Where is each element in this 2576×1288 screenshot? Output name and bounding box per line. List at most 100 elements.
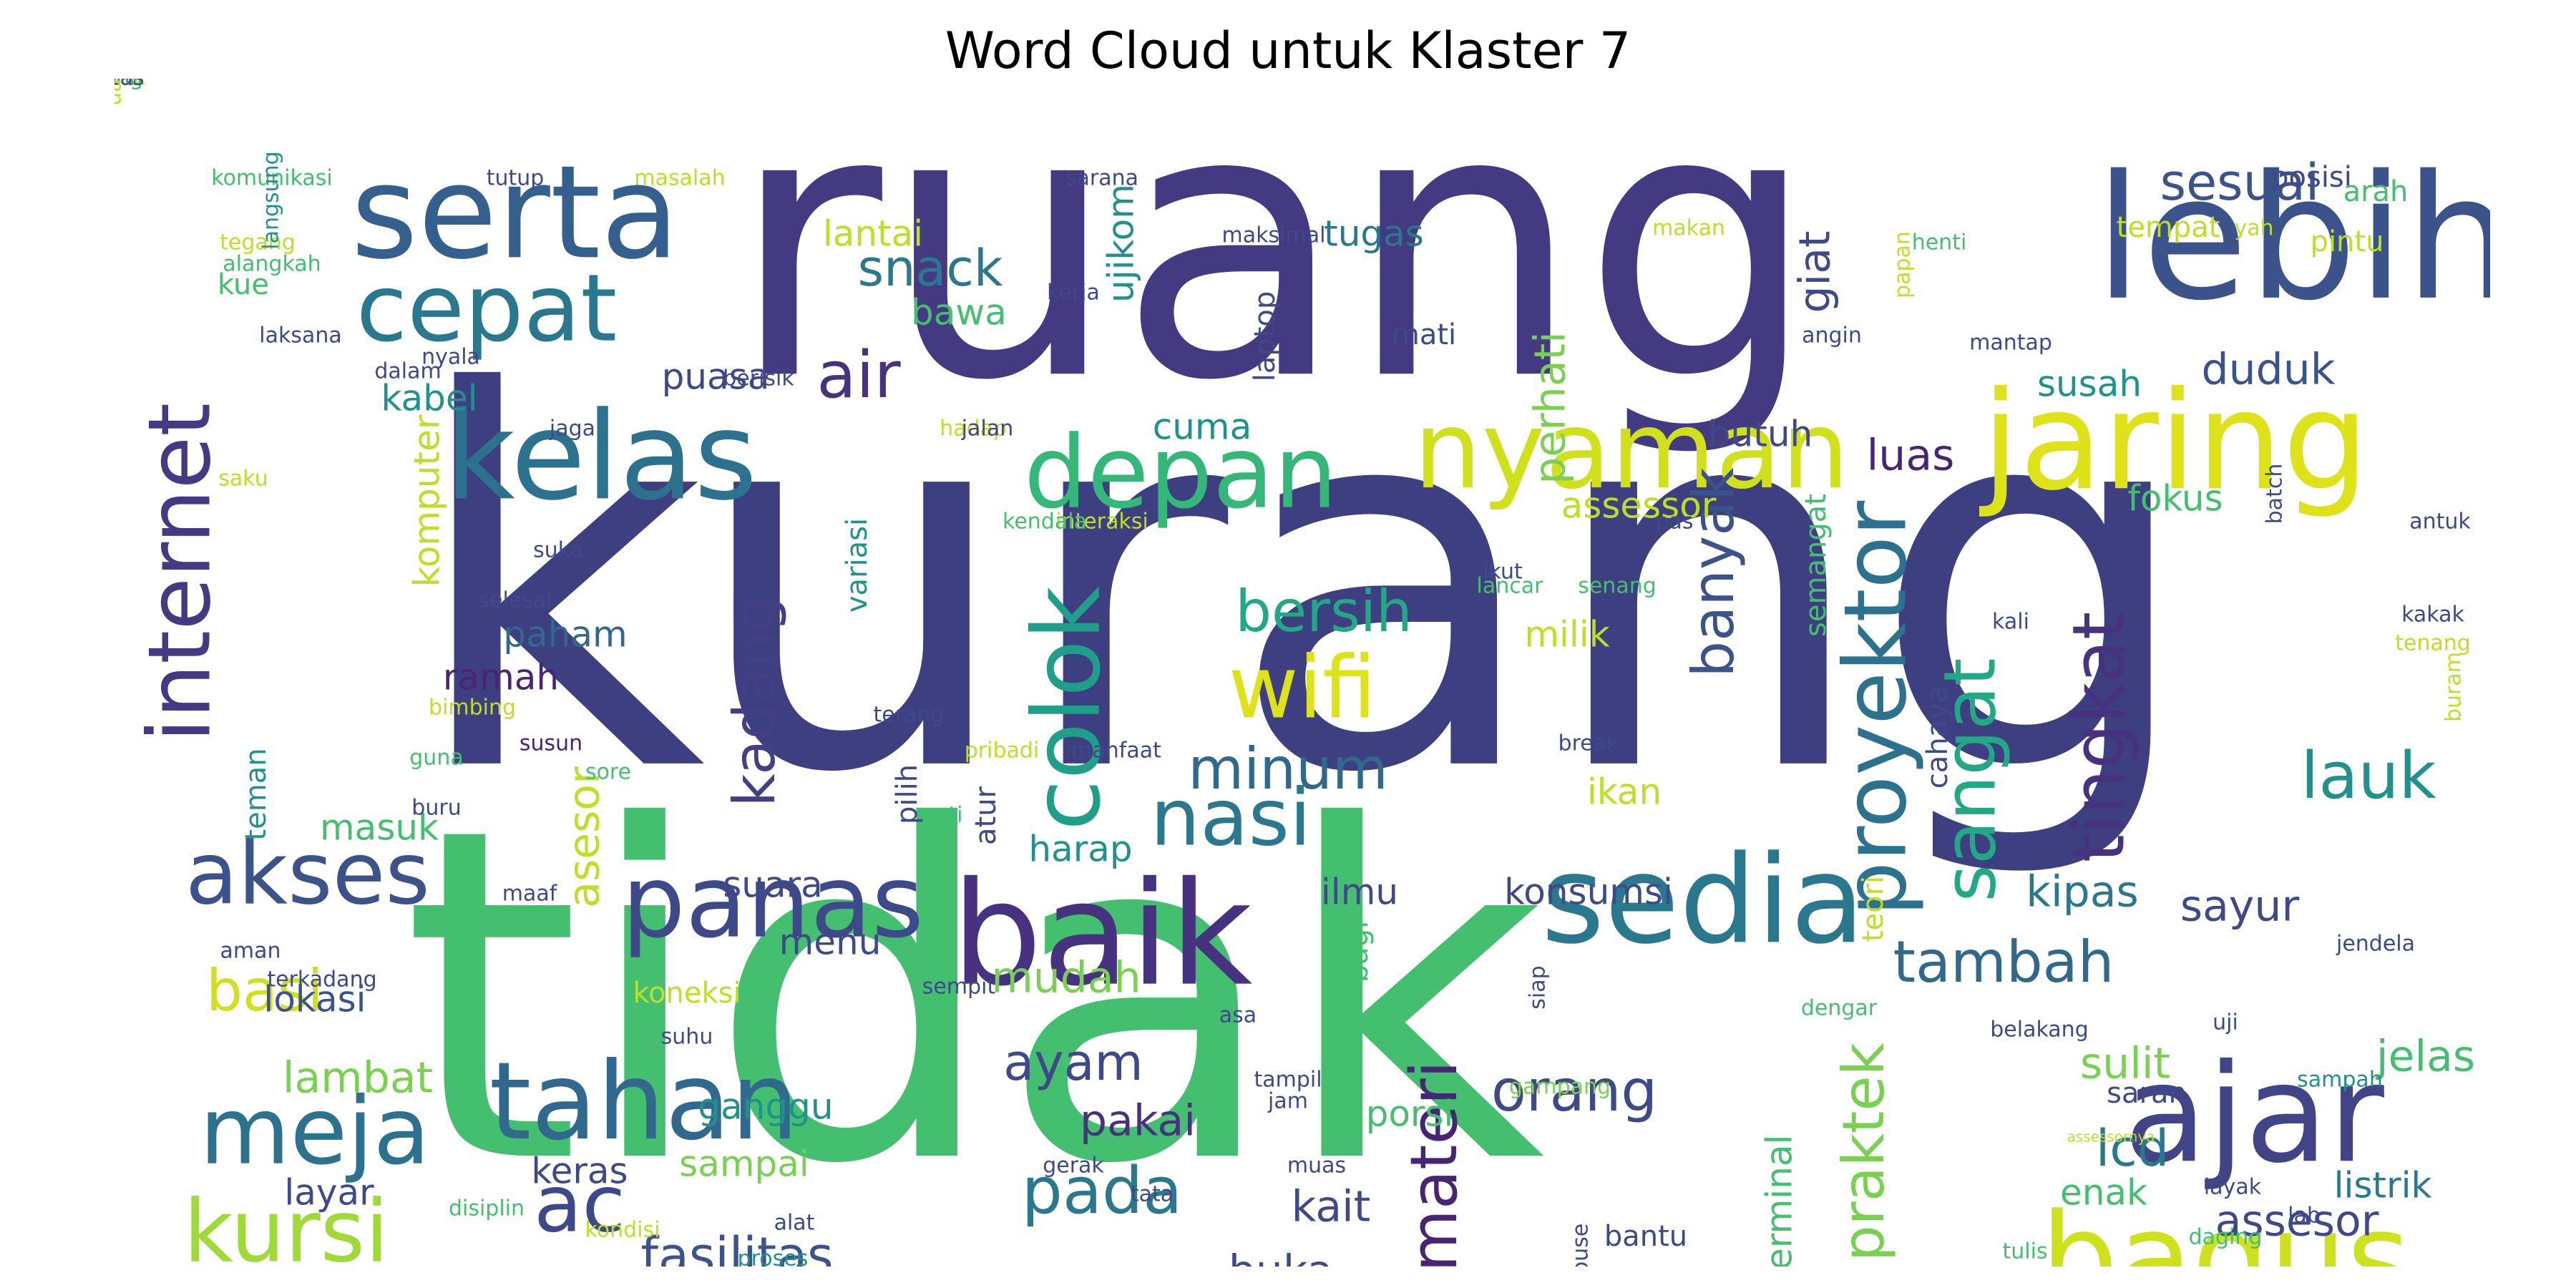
- word-jelas: jelas: [2375, 1032, 2475, 1082]
- word-pakai: pakai: [1080, 1096, 1196, 1146]
- word-praktek: praktek: [1830, 1042, 1897, 1262]
- word-harap: harap: [1028, 829, 1132, 870]
- word-gampang: gampang: [1509, 1075, 1611, 1100]
- word-kursi: kursi: [183, 1183, 389, 1267]
- word-sayur: sayur: [2180, 882, 2300, 932]
- word-daging: daging: [2189, 1225, 2263, 1250]
- word-cepat: cepat: [356, 254, 618, 363]
- word-dalam: dalam: [374, 359, 441, 384]
- word-henti: henti: [1912, 230, 1967, 255]
- word-bikin: bikin: [1268, 1263, 1337, 1267]
- figure-title: Word Cloud untuk Klaster 7: [945, 21, 1631, 80]
- word-pada: pada: [1022, 1153, 1183, 1229]
- word-wifi: wifi: [1228, 639, 1376, 738]
- word-cahaya: cahaya: [1921, 686, 1954, 789]
- word-semangat: semangat: [1800, 494, 1833, 637]
- word-variasi: variasi: [841, 518, 874, 613]
- word-teman: teman: [240, 748, 273, 840]
- word-sedia: sedia: [1541, 829, 1865, 971]
- word-bagi: bagi: [1342, 921, 1375, 982]
- word-komputer: komputer: [406, 414, 448, 587]
- word-enak: enak: [2060, 1172, 2147, 1214]
- word-meja: meja: [200, 1077, 430, 1186]
- word-pas: pas: [1655, 509, 1693, 535]
- word-posisi: posisi: [2270, 161, 2352, 194]
- word-atur: atur: [970, 786, 1002, 845]
- word-buka: buka: [1229, 1246, 1334, 1267]
- word-butuh: butuh: [1708, 414, 1813, 455]
- word-langsung: langsung: [259, 151, 284, 249]
- word-jalan: jalan: [961, 416, 1013, 441]
- word-interaksi: interaksi: [1055, 509, 1148, 535]
- word-tutup: tutup: [487, 166, 545, 191]
- word-siang: siang: [114, 79, 143, 91]
- word-sempit: sempit: [922, 975, 996, 1000]
- word-bantu: bantu: [1604, 1220, 1687, 1253]
- word-cocok: cocok: [114, 79, 146, 91]
- word-antuk: antuk: [2409, 509, 2471, 535]
- word-sulit: sulit: [2080, 1039, 2170, 1089]
- word-maaf: maaf: [502, 882, 558, 907]
- word-uji: uji: [2212, 1010, 2238, 1035]
- word-kue: kue: [218, 268, 269, 301]
- word-mouse: mouse: [1568, 1224, 1594, 1267]
- word-tidak: tidak: [401, 731, 1545, 1264]
- word-pribadi: pribadi: [965, 738, 1040, 763]
- word-masuk: masuk: [320, 807, 439, 849]
- word-ujikom: ujikom: [1101, 184, 1142, 303]
- word-kadang: kadang: [721, 595, 788, 806]
- word-colok: colok: [1013, 586, 1121, 831]
- word-laksana: laksana: [259, 323, 342, 348]
- word-kait: kait: [1292, 1182, 1371, 1232]
- word-makan: makan: [1652, 216, 1725, 241]
- word-disiplin: disiplin: [449, 1196, 525, 1221]
- word-belakang: belakang: [1990, 1018, 2089, 1043]
- word-proyektor: proyektor: [1827, 500, 1926, 916]
- word-ganggu: ganggu: [698, 1086, 833, 1128]
- word-selesai: selesai: [478, 588, 552, 613]
- word-suka: suka: [533, 538, 583, 563]
- word-muas: muas: [1287, 1153, 1346, 1179]
- word-ac: ac: [534, 1158, 625, 1249]
- word-lcd: lcd: [2096, 1119, 2169, 1178]
- word-menu: menu: [779, 922, 882, 963]
- word-ajar: ajar: [2124, 1035, 2385, 1193]
- word-sampai: sampai: [679, 1143, 809, 1185]
- word-gerak: gerak: [1043, 1153, 1104, 1179]
- word-mati: mati: [1392, 318, 1456, 351]
- word-mudah: mudah: [991, 953, 1141, 1003]
- word-berisik: berisik: [723, 366, 794, 391]
- word-break: break: [1558, 731, 1620, 756]
- word-manfaat: manfaat: [1071, 738, 1161, 763]
- word-aman: aman: [220, 939, 280, 964]
- word-assessornya: assessornya: [2067, 1128, 2155, 1146]
- word-materi: materi: [1397, 1060, 1472, 1267]
- word-maksimal: maksimal: [1222, 223, 1326, 248]
- word-kondisi: kondisi: [585, 1218, 660, 1243]
- word-jaring: jaring: [1979, 362, 2368, 520]
- word-assesor: assesor: [2215, 1196, 2379, 1246]
- word-paham: paham: [503, 614, 627, 655]
- word-pilih: pilih: [891, 764, 924, 824]
- word-jam: jam: [1267, 1089, 1308, 1114]
- word-keras: keras: [531, 1151, 628, 1192]
- word-susun: susun: [519, 731, 582, 756]
- word-koneksi: koneksi: [633, 977, 741, 1010]
- word-terminal: terminal: [1759, 1135, 1800, 1267]
- word-porsi: porsi: [1366, 1093, 1454, 1135]
- word-baik: baik: [952, 852, 1253, 1018]
- word-tulis: tulis: [2002, 1239, 2047, 1264]
- word-hadap: hadap: [940, 416, 1007, 441]
- word-asa: asa: [1219, 1003, 1257, 1028]
- word-snack: snack: [858, 239, 1003, 298]
- word-jendela: jendela: [2336, 932, 2415, 957]
- word-depan: depan: [1024, 415, 1337, 532]
- word-kabel: kabel: [381, 378, 477, 419]
- word-tegang: tegang: [220, 230, 296, 255]
- word-tata: tata: [1131, 1182, 1174, 1207]
- word-latih: latih: [229, 1262, 386, 1267]
- word-konsumsi: konsumsi: [1504, 872, 1673, 913]
- word-panas: panas: [622, 844, 924, 961]
- word-ayam: ayam: [1003, 1033, 1143, 1092]
